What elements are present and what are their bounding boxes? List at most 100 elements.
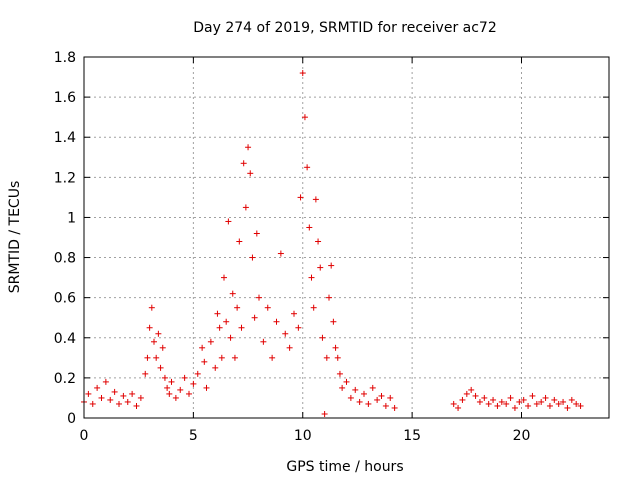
data-point-marker <box>546 402 553 409</box>
data-point-marker <box>249 254 256 261</box>
data-point-marker <box>299 70 306 77</box>
data-point-marker <box>343 378 350 385</box>
data-point-marker <box>330 318 337 325</box>
data-point-marker <box>153 354 160 361</box>
data-point-marker <box>89 400 96 407</box>
data-point-marker <box>336 370 343 377</box>
data-point-marker <box>308 274 315 281</box>
data-point-marker <box>240 160 247 167</box>
data-point-marker <box>542 394 549 401</box>
grid-lines <box>84 57 609 418</box>
data-point-marker <box>194 370 201 377</box>
data-point-marker <box>133 402 140 409</box>
x-tick-label: 20 <box>513 428 531 444</box>
data-point-marker <box>229 290 236 297</box>
data-point-marker <box>511 404 518 411</box>
data-point-marker <box>245 144 252 151</box>
x-tick-label: 0 <box>80 428 89 444</box>
data-point-marker <box>203 384 210 391</box>
data-point-marker <box>356 398 363 405</box>
data-point-marker <box>334 354 341 361</box>
y-tick-label: 1.6 <box>54 90 76 106</box>
data-point-marker <box>339 384 346 391</box>
data-point-marker <box>295 324 302 331</box>
data-point-marker <box>214 310 221 317</box>
y-tick-label: 1 <box>67 210 76 226</box>
data-point-marker <box>459 396 466 403</box>
y-tick-label: 0.2 <box>54 371 76 387</box>
data-point-marker <box>223 318 230 325</box>
data-point-marker <box>573 400 580 407</box>
data-point-marker <box>323 354 330 361</box>
data-point-marker <box>242 204 249 211</box>
data-point-marker <box>304 164 311 171</box>
data-point-marker <box>560 398 567 405</box>
data-point-marker <box>111 388 118 395</box>
data-point-marker <box>177 386 184 393</box>
y-tick-label: 1.4 <box>54 130 76 146</box>
data-point-marker <box>297 194 304 201</box>
data-point-marker <box>326 294 332 301</box>
data-point-marker <box>201 358 208 365</box>
data-point-marker <box>264 304 271 311</box>
data-point-marker <box>282 330 289 337</box>
data-point-marker <box>369 384 376 391</box>
data-point-marker <box>231 354 238 361</box>
data-point-marker <box>216 324 223 331</box>
data-point-marker <box>365 400 372 407</box>
data-point-marker <box>507 394 514 401</box>
data-point-marker <box>251 314 258 321</box>
data-point-marker <box>236 238 243 245</box>
data-point-marker <box>157 364 164 371</box>
data-point-marker <box>116 400 122 407</box>
data-point-marker <box>129 390 136 397</box>
data-point-marker <box>374 396 381 403</box>
data-point-marker <box>166 390 173 397</box>
data-point-marker <box>472 392 479 399</box>
axis-ticks: 0 0.2 0.4 0.6 0.8 1 1.2 1.4 1.6 1.8 0 5 10 15 20 <box>54 50 609 444</box>
x-tick-label: 10 <box>294 428 312 444</box>
data-point-marker <box>476 398 483 405</box>
data-point-marker <box>227 334 234 341</box>
data-point-marker <box>253 230 260 237</box>
data-point-marker <box>260 338 267 345</box>
y-tick-label: 0.8 <box>54 251 76 267</box>
data-point-marker <box>181 374 188 381</box>
data-point-marker <box>382 402 389 409</box>
data-point-marker <box>98 394 105 401</box>
data-point-marker <box>352 386 359 393</box>
chart-title: Day 274 of 2019, SRMTID for receiver ac7… <box>193 20 497 36</box>
data-point-marker <box>387 394 394 401</box>
data-point-marker <box>190 380 197 387</box>
x-axis-label: GPS time / hours <box>286 459 403 475</box>
data-point-marker <box>142 370 149 377</box>
data-point-marker <box>151 338 157 345</box>
data-point-marker <box>218 354 225 361</box>
data-point-marker <box>321 410 328 417</box>
data-point-marker <box>234 304 241 311</box>
data-point-marker <box>159 344 166 351</box>
data-point-marker <box>577 402 584 409</box>
data-point-marker <box>529 392 536 399</box>
data-point-marker <box>538 398 545 405</box>
y-tick-label: 1.2 <box>54 170 76 186</box>
data-point-marker <box>485 400 492 407</box>
y-axis-label: SRMTID / TECUs <box>7 181 23 294</box>
data-point-marker <box>347 394 354 401</box>
data-point-marker <box>225 218 232 225</box>
data-point-marker <box>494 402 501 409</box>
data-point-marker <box>378 392 385 399</box>
data-point-marker <box>310 304 317 311</box>
data-point-marker <box>172 394 179 401</box>
data-point-marker <box>144 354 151 361</box>
data-point-marker <box>555 400 562 407</box>
data-point-marker <box>306 224 313 231</box>
data-point-marker <box>247 170 254 177</box>
plot-frame <box>83 56 610 419</box>
x-tick-label: 15 <box>403 428 421 444</box>
data-point-marker <box>85 390 92 397</box>
data-point-marker <box>102 378 109 385</box>
data-point-marker <box>520 396 527 403</box>
data-point-marker <box>273 318 280 325</box>
y-tick-label: 0.6 <box>54 291 76 307</box>
